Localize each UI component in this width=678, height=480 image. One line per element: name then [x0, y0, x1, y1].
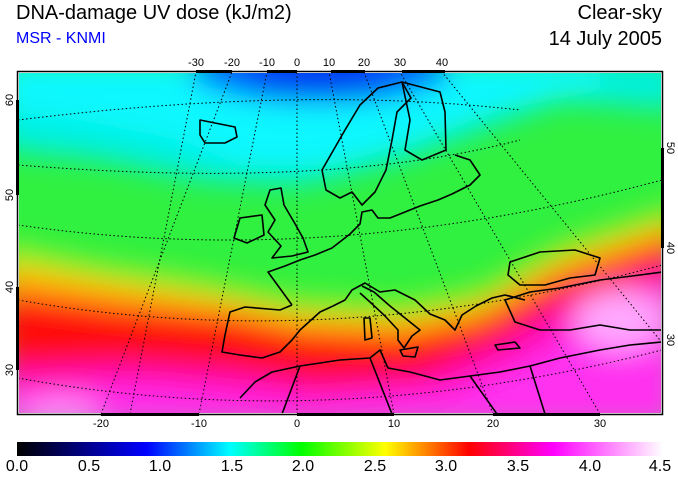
lon-label: 20: [487, 418, 499, 430]
italy: [359, 285, 421, 349]
africa-coast: [239, 341, 661, 399]
colorbar-label: 4.5: [648, 458, 672, 475]
coastlines: [199, 81, 661, 413]
colorbar-label: 1.5: [220, 458, 244, 475]
lat-label: 40: [664, 242, 676, 254]
map-frame: [16, 70, 664, 416]
lon-label: -20: [93, 418, 109, 430]
colorbar-label: 2.0: [291, 458, 315, 475]
crete: [494, 341, 521, 351]
lat-label: 30: [664, 334, 676, 346]
lon-label: 40: [436, 57, 448, 69]
colorbar-label: 0.5: [77, 458, 101, 475]
colorbar: [17, 442, 663, 456]
scandinavia: [321, 81, 412, 206]
colorbar-label: 0.0: [5, 458, 29, 475]
lat-label: 50: [664, 142, 676, 154]
lon-label: 30: [394, 57, 406, 69]
colorbar-label: 3.5: [506, 458, 530, 475]
sardinia: [363, 317, 373, 341]
turkey: [504, 271, 661, 331]
ireland: [233, 214, 265, 244]
colorbar-label: 4.0: [578, 458, 602, 475]
lon-label: 10: [388, 418, 400, 430]
med-north-coast: [332, 282, 526, 331]
date-label: 14 July 2005: [548, 28, 662, 50]
lon-label: -20: [224, 57, 240, 69]
colorbar-label: 3.0: [434, 458, 458, 475]
lon-label: -10: [191, 418, 207, 430]
lat-label: 60: [4, 94, 16, 106]
lon-label: -10: [259, 57, 275, 69]
left-lat-labels: 30 40 50 60: [4, 94, 16, 376]
lon-label: 10: [323, 57, 335, 69]
credit-label: MSR - KNMI: [16, 30, 106, 47]
finland: [401, 81, 447, 161]
lon-label: -30: [188, 57, 204, 69]
lat-label: 50: [4, 189, 16, 201]
sicily: [399, 346, 419, 358]
lon-label: 0: [294, 418, 300, 430]
africa-borders: [281, 357, 546, 413]
colorbar-label: 1.0: [148, 458, 172, 475]
right-lat-labels: 30 40 50: [664, 142, 676, 346]
lat-label: 30: [4, 364, 16, 376]
iberia: [221, 304, 334, 359]
sky-condition: Clear-sky: [577, 2, 662, 24]
lon-label: 30: [594, 418, 606, 430]
dose-field: [19, 73, 661, 413]
iceland: [199, 119, 238, 144]
lat-label: 40: [4, 281, 16, 293]
graticule: [19, 73, 661, 413]
lon-label: 20: [358, 57, 370, 69]
lon-label: 0: [294, 57, 300, 69]
top-lon-labels: -30 -20 -10 0 10 20 30 40: [188, 57, 448, 69]
north-coast: [267, 154, 481, 306]
great-britain: [264, 187, 309, 259]
colorbar-label: 2.5: [363, 458, 387, 475]
bottom-lon-labels: -20 -10 0 10 20 30: [93, 418, 606, 430]
map-title: DNA-damage UV dose (kJ/m2): [16, 2, 292, 24]
black-sea: [507, 249, 601, 286]
